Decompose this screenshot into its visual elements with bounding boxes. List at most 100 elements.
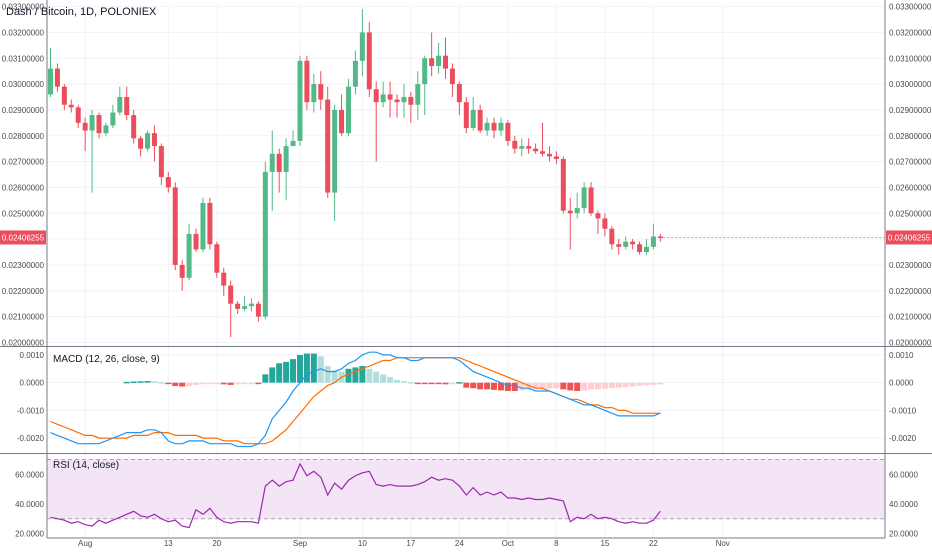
- macd-histogram-bar: [539, 382, 546, 389]
- candle-body: [186, 233, 192, 278]
- candle-body: [630, 241, 636, 245]
- candle-body: [443, 55, 449, 69]
- time-tick-label: 13: [164, 539, 173, 548]
- macd-pane[interactable]: [50, 351, 664, 448]
- price-tick-label-right: 0.02200000: [889, 287, 932, 296]
- candle-body: [276, 153, 282, 172]
- macd-tick-label-right: 0.0000: [889, 379, 914, 388]
- macd-histogram-bar: [518, 382, 525, 391]
- time-tick-label: 10: [358, 539, 367, 548]
- candle-body: [262, 171, 268, 317]
- macd-histogram-bar: [546, 382, 553, 389]
- macd-histogram-bar: [144, 381, 151, 383]
- price-tick-label-right: 0.02700000: [889, 158, 932, 167]
- macd-histogram-bar: [262, 374, 269, 383]
- labels: Dash / Bitcoin, 1D, POLONIEX MACD (12, 2…: [6, 6, 160, 471]
- macd-histogram-bar: [179, 382, 186, 387]
- macd-histogram-bar: [213, 382, 220, 385]
- macd-tick-label-left: -0.0020: [17, 434, 45, 443]
- candle-body: [103, 125, 109, 134]
- macd-histogram-bar: [366, 368, 373, 383]
- candle-body: [248, 303, 254, 307]
- macd-histogram-bar: [283, 361, 290, 383]
- macd-histogram-bar: [511, 382, 518, 391]
- candle-body: [567, 210, 573, 214]
- macd-histogram-bar: [296, 354, 303, 383]
- time-tick-label: Aug: [78, 539, 92, 548]
- macd-histogram-bar: [123, 381, 130, 384]
- rsi-tick-label-left: 20.0000: [15, 530, 44, 539]
- macd-histogram-bar: [463, 382, 470, 388]
- macd-histogram-bar: [428, 382, 435, 385]
- candle-body: [221, 272, 227, 286]
- candle-body: [401, 97, 407, 103]
- candle-body: [526, 146, 532, 149]
- candle-body: [429, 58, 435, 66]
- candle-body: [54, 68, 60, 87]
- candle-body: [533, 148, 539, 152]
- macd-histogram-bar: [581, 382, 588, 391]
- macd-line: [50, 351, 661, 448]
- candle-body: [207, 202, 213, 245]
- last-price-tag-right-bg: [886, 230, 932, 245]
- candle-body: [117, 97, 123, 113]
- candle-body: [581, 187, 587, 209]
- candle-body: [82, 122, 88, 131]
- price-pane[interactable]: [48, 9, 885, 338]
- candle-body: [352, 60, 358, 87]
- macd-histogram-bar: [608, 382, 615, 389]
- macd-histogram-bar: [220, 382, 227, 385]
- candle-body: [68, 104, 74, 108]
- macd-histogram-bar: [276, 363, 283, 383]
- macd-histogram-bar: [199, 382, 206, 385]
- candle-body: [512, 140, 518, 149]
- candle-body: [165, 177, 171, 188]
- candle-body: [110, 112, 116, 126]
- macd-label: MACD (12, 26, close, 9): [53, 354, 160, 365]
- macd-tick-label-left: -0.0010: [17, 406, 45, 415]
- macd-histogram-bar: [206, 382, 213, 385]
- candle-body: [297, 60, 303, 141]
- candle-body: [345, 86, 351, 134]
- price-tick-label-left: 0.02300000: [2, 261, 45, 270]
- time-tick-label: Nov: [716, 539, 730, 548]
- macd-histogram-bar: [588, 382, 595, 390]
- rsi-pane[interactable]: [50, 462, 661, 529]
- candle-body: [89, 115, 95, 131]
- candle-body: [269, 153, 275, 172]
- macd-histogram-bar: [643, 382, 650, 386]
- candle-body: [228, 285, 234, 304]
- macd-histogram-bar: [449, 382, 456, 385]
- price-tick-label-right: 0.03100000: [889, 54, 932, 63]
- rsi-label: RSI (14, close): [53, 460, 119, 471]
- last-price-tag-left: 0.02406255: [0, 230, 46, 245]
- candle-body: [643, 246, 649, 252]
- candle-body: [408, 97, 414, 105]
- macd-histogram-bar: [359, 366, 366, 383]
- candle-body: [124, 97, 130, 116]
- macd-histogram-bar: [317, 356, 324, 383]
- macd-histogram-bar: [414, 382, 421, 385]
- candle-body: [75, 107, 81, 123]
- candle-body: [318, 84, 324, 100]
- candle-body: [311, 84, 317, 103]
- time-tick-label: 15: [600, 539, 609, 548]
- time-tick-label: 8: [554, 539, 559, 548]
- time-tick-label: 17: [406, 539, 415, 548]
- candle-body: [519, 146, 525, 149]
- price-tick-label-right: 0.02800000: [889, 132, 932, 141]
- macd-histogram-bar: [137, 381, 144, 383]
- macd-histogram-bar: [407, 382, 414, 384]
- last-price-tag-right: 0.02406255: [886, 230, 932, 245]
- macd-tick-label-right: -0.0020: [889, 434, 917, 443]
- macd-tick-label-left: 0.0010: [20, 351, 45, 360]
- last-price-tag-left-text: 0.02406255: [2, 233, 45, 242]
- last-price-tag-left-bg: [0, 230, 46, 245]
- grid: [47, 4, 885, 538]
- time-tick-label: 22: [649, 539, 658, 548]
- price-tick-label-left: 0.03200000: [2, 28, 45, 37]
- candle-body: [96, 115, 102, 134]
- price-tick-label-left: 0.03300000: [2, 3, 45, 12]
